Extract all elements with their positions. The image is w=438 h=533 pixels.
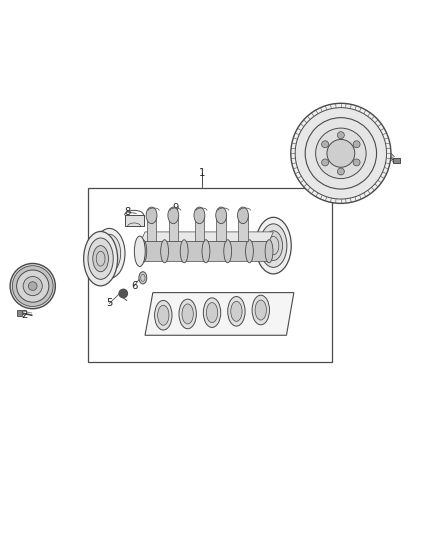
Polygon shape (238, 215, 248, 241)
Ellipse shape (291, 103, 391, 204)
Ellipse shape (216, 207, 226, 224)
Text: 8: 8 (124, 207, 131, 217)
Ellipse shape (94, 229, 125, 278)
Text: 2: 2 (21, 310, 28, 320)
Polygon shape (141, 232, 273, 241)
Ellipse shape (203, 298, 221, 327)
Ellipse shape (23, 277, 42, 296)
Ellipse shape (255, 300, 266, 320)
Ellipse shape (180, 240, 188, 263)
Ellipse shape (12, 266, 53, 306)
Ellipse shape (161, 240, 169, 263)
Polygon shape (169, 215, 178, 241)
Circle shape (337, 168, 344, 175)
Ellipse shape (28, 282, 37, 290)
Ellipse shape (182, 304, 193, 324)
Ellipse shape (168, 207, 179, 224)
Ellipse shape (93, 246, 109, 272)
Text: 4: 4 (92, 264, 98, 273)
Text: 13: 13 (377, 141, 390, 150)
Ellipse shape (84, 231, 117, 286)
Ellipse shape (17, 270, 49, 302)
Ellipse shape (98, 235, 120, 272)
Ellipse shape (139, 240, 147, 263)
Text: 3: 3 (30, 291, 36, 301)
Polygon shape (194, 215, 204, 241)
Ellipse shape (202, 240, 210, 263)
Text: 1: 1 (198, 168, 205, 178)
Circle shape (337, 132, 344, 139)
Text: 6: 6 (131, 281, 138, 291)
Text: 7: 7 (99, 251, 106, 261)
Ellipse shape (252, 295, 269, 325)
Ellipse shape (88, 238, 113, 279)
Circle shape (353, 159, 360, 166)
Bar (393, 158, 399, 163)
Ellipse shape (316, 128, 366, 179)
Ellipse shape (146, 207, 157, 224)
Ellipse shape (10, 263, 55, 309)
Polygon shape (145, 293, 294, 335)
Ellipse shape (295, 108, 387, 199)
Ellipse shape (224, 240, 232, 263)
Circle shape (321, 141, 328, 148)
Ellipse shape (246, 240, 253, 263)
Ellipse shape (155, 301, 172, 330)
Text: 9: 9 (172, 203, 179, 213)
Circle shape (353, 141, 360, 148)
Ellipse shape (305, 118, 377, 189)
Text: 10: 10 (232, 314, 245, 324)
Polygon shape (216, 215, 226, 241)
Ellipse shape (206, 303, 218, 322)
Ellipse shape (255, 217, 291, 274)
Text: 12: 12 (318, 124, 331, 134)
Text: 11: 11 (258, 246, 271, 256)
Polygon shape (124, 215, 144, 227)
Ellipse shape (237, 207, 248, 224)
Ellipse shape (194, 207, 205, 224)
Ellipse shape (260, 224, 287, 268)
Ellipse shape (231, 301, 242, 321)
Circle shape (119, 289, 127, 298)
Circle shape (321, 159, 328, 166)
Ellipse shape (158, 305, 169, 325)
Polygon shape (141, 241, 269, 261)
Bar (88, 188, 332, 362)
Ellipse shape (228, 296, 245, 326)
Ellipse shape (265, 240, 273, 263)
Ellipse shape (179, 299, 196, 329)
Ellipse shape (327, 140, 355, 167)
Ellipse shape (139, 272, 147, 284)
Ellipse shape (134, 236, 145, 266)
Ellipse shape (264, 231, 283, 261)
Bar (17, 310, 22, 316)
Text: 5: 5 (106, 298, 113, 309)
Polygon shape (147, 215, 156, 241)
